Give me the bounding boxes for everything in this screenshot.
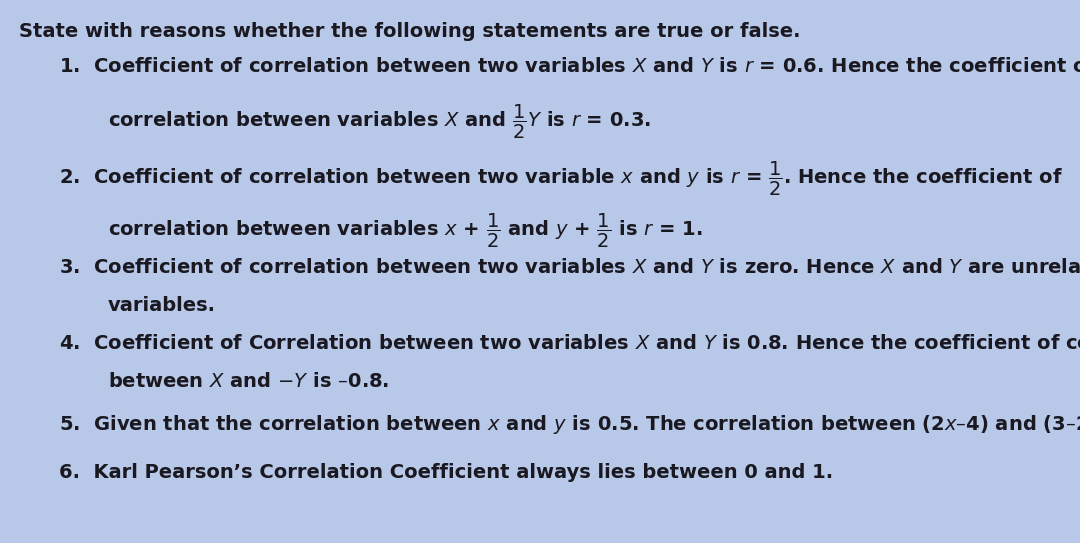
Text: State with reasons whether the following statements are true or false.: State with reasons whether the following… [19, 22, 801, 41]
Text: variables.: variables. [108, 296, 216, 315]
Text: 6.  Karl Pearson’s Correlation Coefficient always lies between 0 and 1.: 6. Karl Pearson’s Correlation Coefficien… [59, 463, 834, 482]
Text: 3.  Coefficient of correlation between two variables $X$ and $Y$ is zero. Hence : 3. Coefficient of correlation between tw… [59, 258, 1080, 277]
Text: correlation between variables $x$ + $\dfrac{1}{2}$ and $y$ + $\dfrac{1}{2}$ is $: correlation between variables $x$ + $\df… [108, 212, 702, 250]
Text: 2.  Coefficient of correlation between two variable $x$ and $y$ is $r$ = $\dfrac: 2. Coefficient of correlation between tw… [59, 160, 1063, 198]
Text: correlation between variables $X$ and $\dfrac{1}{2}Y$ is $r$ = 0.3.: correlation between variables $X$ and $\… [108, 103, 651, 141]
Text: 5.  Given that the correlation between $x$ and $y$ is 0.5. The correlation betwe: 5. Given that the correlation between $x… [59, 413, 1080, 435]
Text: between $X$ and $-Y$ is –0.8.: between $X$ and $-Y$ is –0.8. [108, 372, 389, 391]
Text: 1.  Coefficient of correlation between two variables $X$ and $Y$ is $r$ = 0.6. H: 1. Coefficient of correlation between tw… [59, 57, 1080, 76]
Text: 4.  Coefficient of Correlation between two variables $X$ and $Y$ is 0.8. Hence t: 4. Coefficient of Correlation between tw… [59, 334, 1080, 353]
